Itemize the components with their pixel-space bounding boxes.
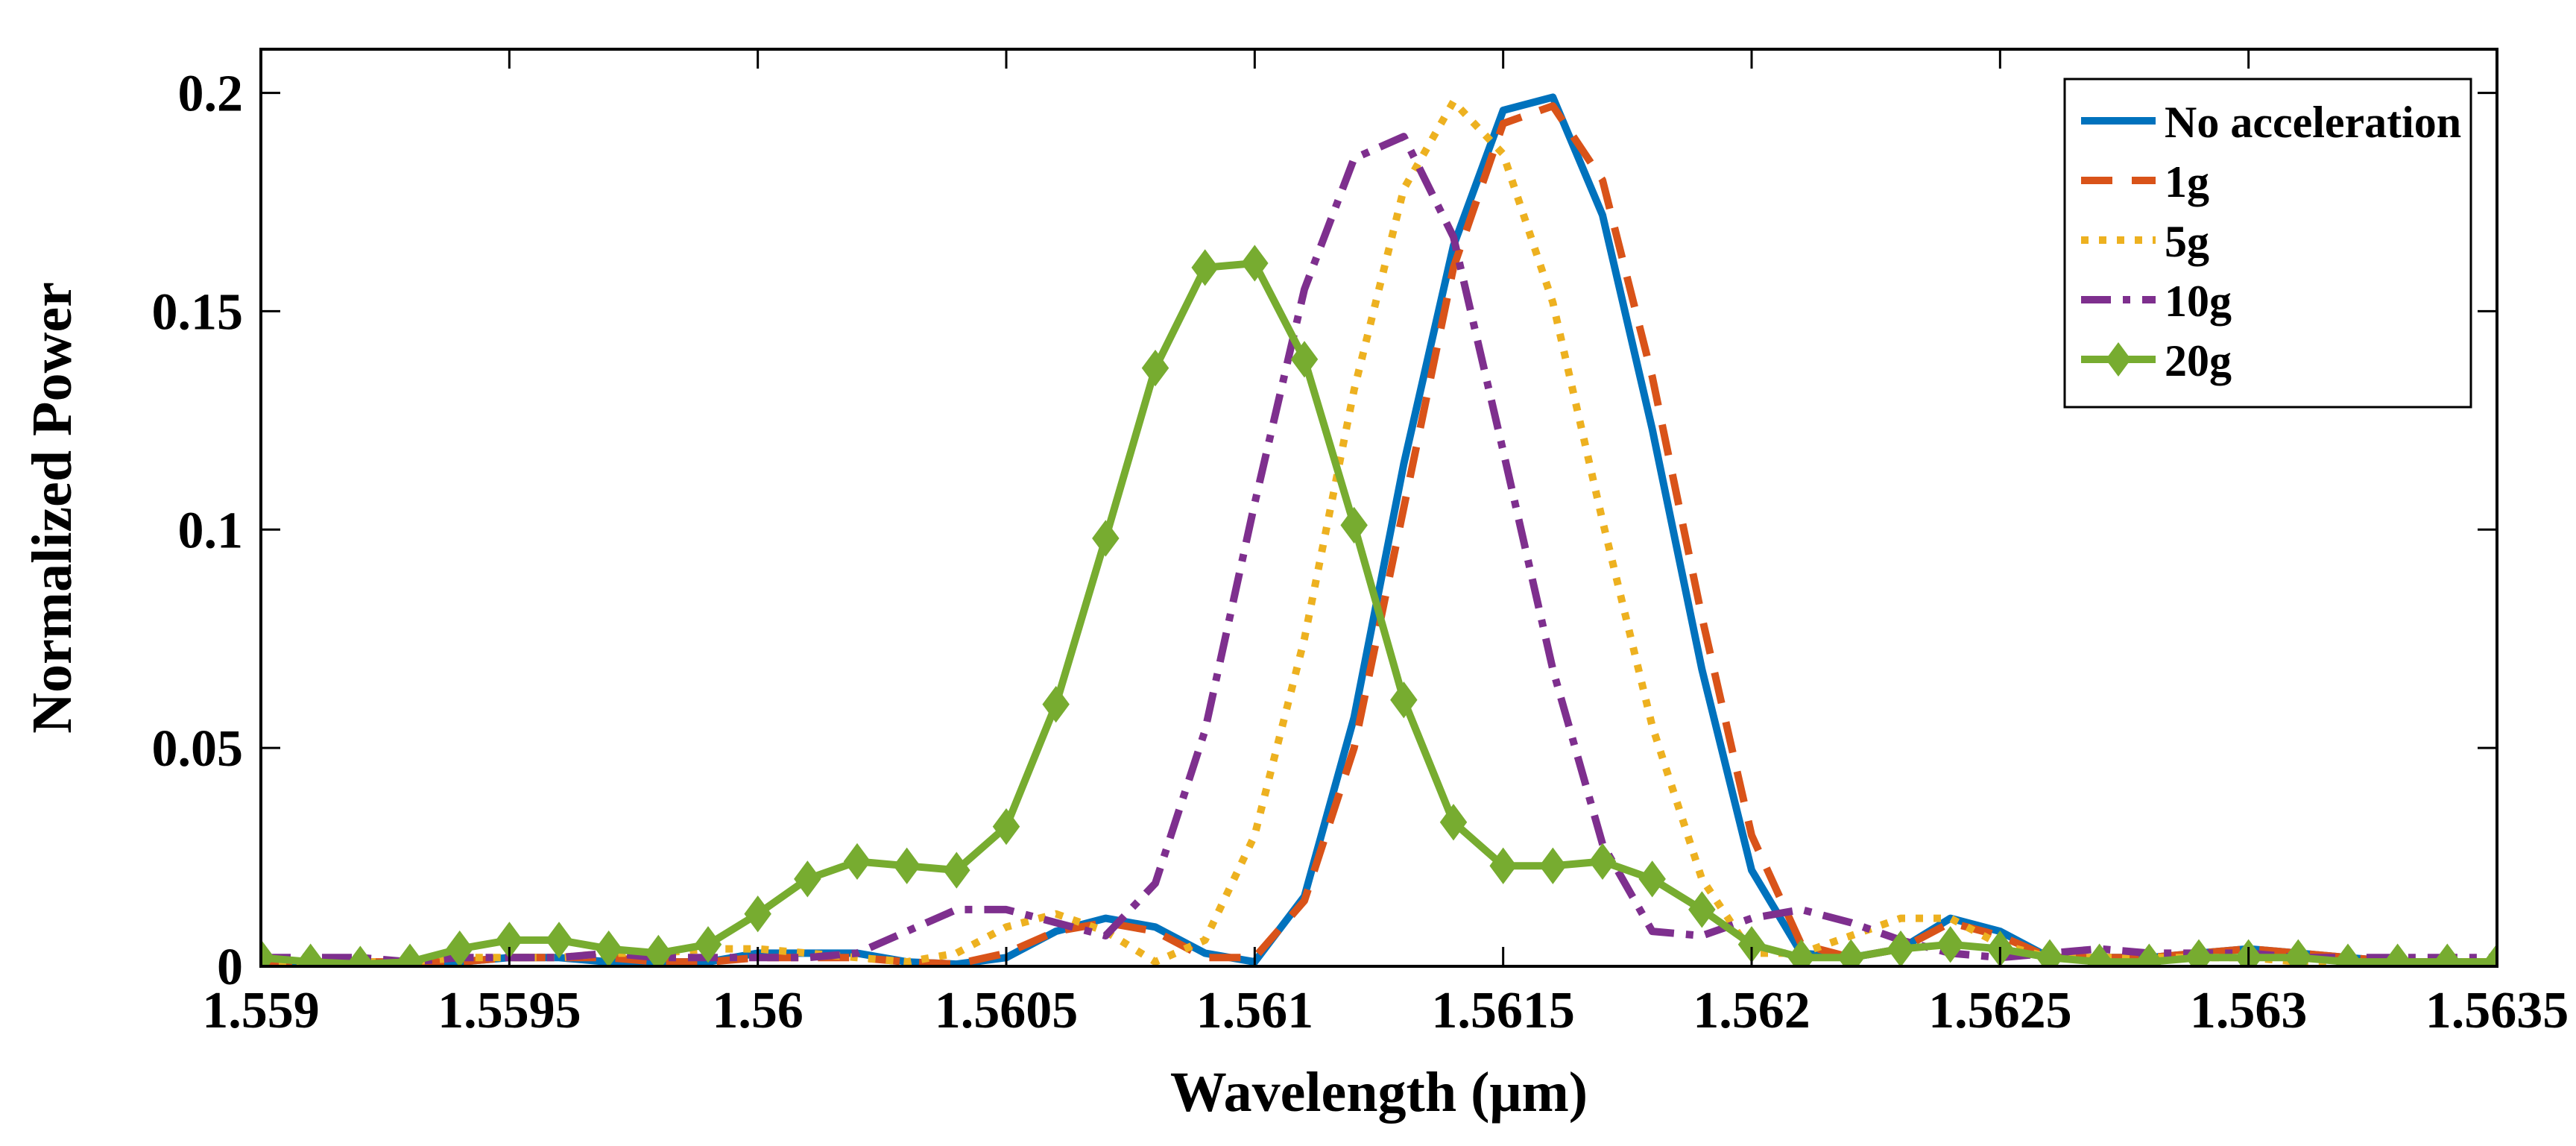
data-point-20g [1588,843,1617,881]
data-point-20g [744,895,771,933]
x-tick-label: 1.563 [2190,982,2308,1039]
y-tick-label: 0 [217,939,243,996]
x-tick-label: 1.561 [1196,982,1314,1039]
data-point-20g [1340,506,1368,544]
data-point-20g [2483,943,2497,966]
legend-label-10g: 10g [2165,277,2232,326]
data-point-20g [1638,860,1666,898]
data-point-20g [1688,891,1716,928]
data-point-20g [1042,685,1070,723]
data-point-20g [1191,249,1219,286]
data-point-20g [2334,943,2362,966]
ticks-layer: 1.559 1.5595 1.56 1.5605 1.561 1.5615 1.562 1.5… [152,49,2569,1039]
series-line-5g [261,98,2497,966]
data-point-20g [1241,245,1269,282]
data-point-20g [2285,939,2312,966]
data-point-20g [2036,939,2064,966]
legend: No acceleration 1g 5g 10g 20g [2063,78,2472,409]
data-point-20g [2384,943,2411,966]
data-point-20g [1539,847,1567,884]
x-tick-label: 1.5605 [935,982,1079,1039]
legend-label-5g: 5g [2165,217,2209,266]
data-point-20g [1290,341,1319,378]
data-point-20g [1439,804,1468,841]
legend-label-20g: 20g [2165,336,2232,385]
data-point-20g [1390,681,1418,719]
y-axis-label: Normalized Power [21,282,83,734]
data-point-20g [261,939,275,966]
x-tick-label: 1.562 [1693,982,1811,1039]
data-point-20g [1787,939,1815,966]
data-point-20g [1837,939,1865,966]
data-point-20g [843,843,871,881]
y-tick-label: 0.1 [178,502,244,559]
data-point-20g [297,943,324,966]
data-point-20g [893,847,921,884]
legend-box [2063,78,2472,409]
y-tick-label: 0.2 [178,66,244,123]
legend-marker-20g [2106,342,2131,377]
data-point-20g [1489,847,1517,884]
data-point-20g [396,943,424,966]
x-tick-label: 1.5595 [438,982,581,1039]
data-point-20g [545,922,573,959]
legend-label-1g: 1g [2165,157,2209,207]
data-point-20g [2185,939,2213,966]
legend-label-no-acceleration: No acceleration [2165,98,2461,147]
x-tick-label: 1.5635 [2425,982,2569,1039]
data-point-20g [1936,926,1964,963]
x-tick-label: 1.56 [712,982,804,1039]
series-line-10g [261,133,2497,966]
axes-box [259,48,2498,968]
x-tick-label: 1.5615 [1431,982,1575,1039]
y-tick-label: 0.15 [152,283,244,341]
x-axis-label: Wavelength (μm) [1170,1061,1588,1124]
y-tick-label: 0.05 [152,720,244,778]
data-point-20g [2434,943,2461,966]
data-point-20g [694,926,722,963]
data-point-20g [2135,943,2163,966]
x-tick-label: 1.5625 [1928,982,2072,1039]
data-point-20g [794,860,821,898]
data-point-20g [2086,943,2113,966]
x-tick-label: 1.559 [202,982,320,1039]
series-layer [261,93,2497,966]
data-point-20g [1092,520,1120,557]
data-point-20g [1141,349,1169,387]
data-point-20g [645,934,672,966]
data-point-20g [943,851,970,889]
data-point-20g [347,945,374,966]
series-line-20g [261,259,2497,966]
data-point-20g [992,807,1020,846]
